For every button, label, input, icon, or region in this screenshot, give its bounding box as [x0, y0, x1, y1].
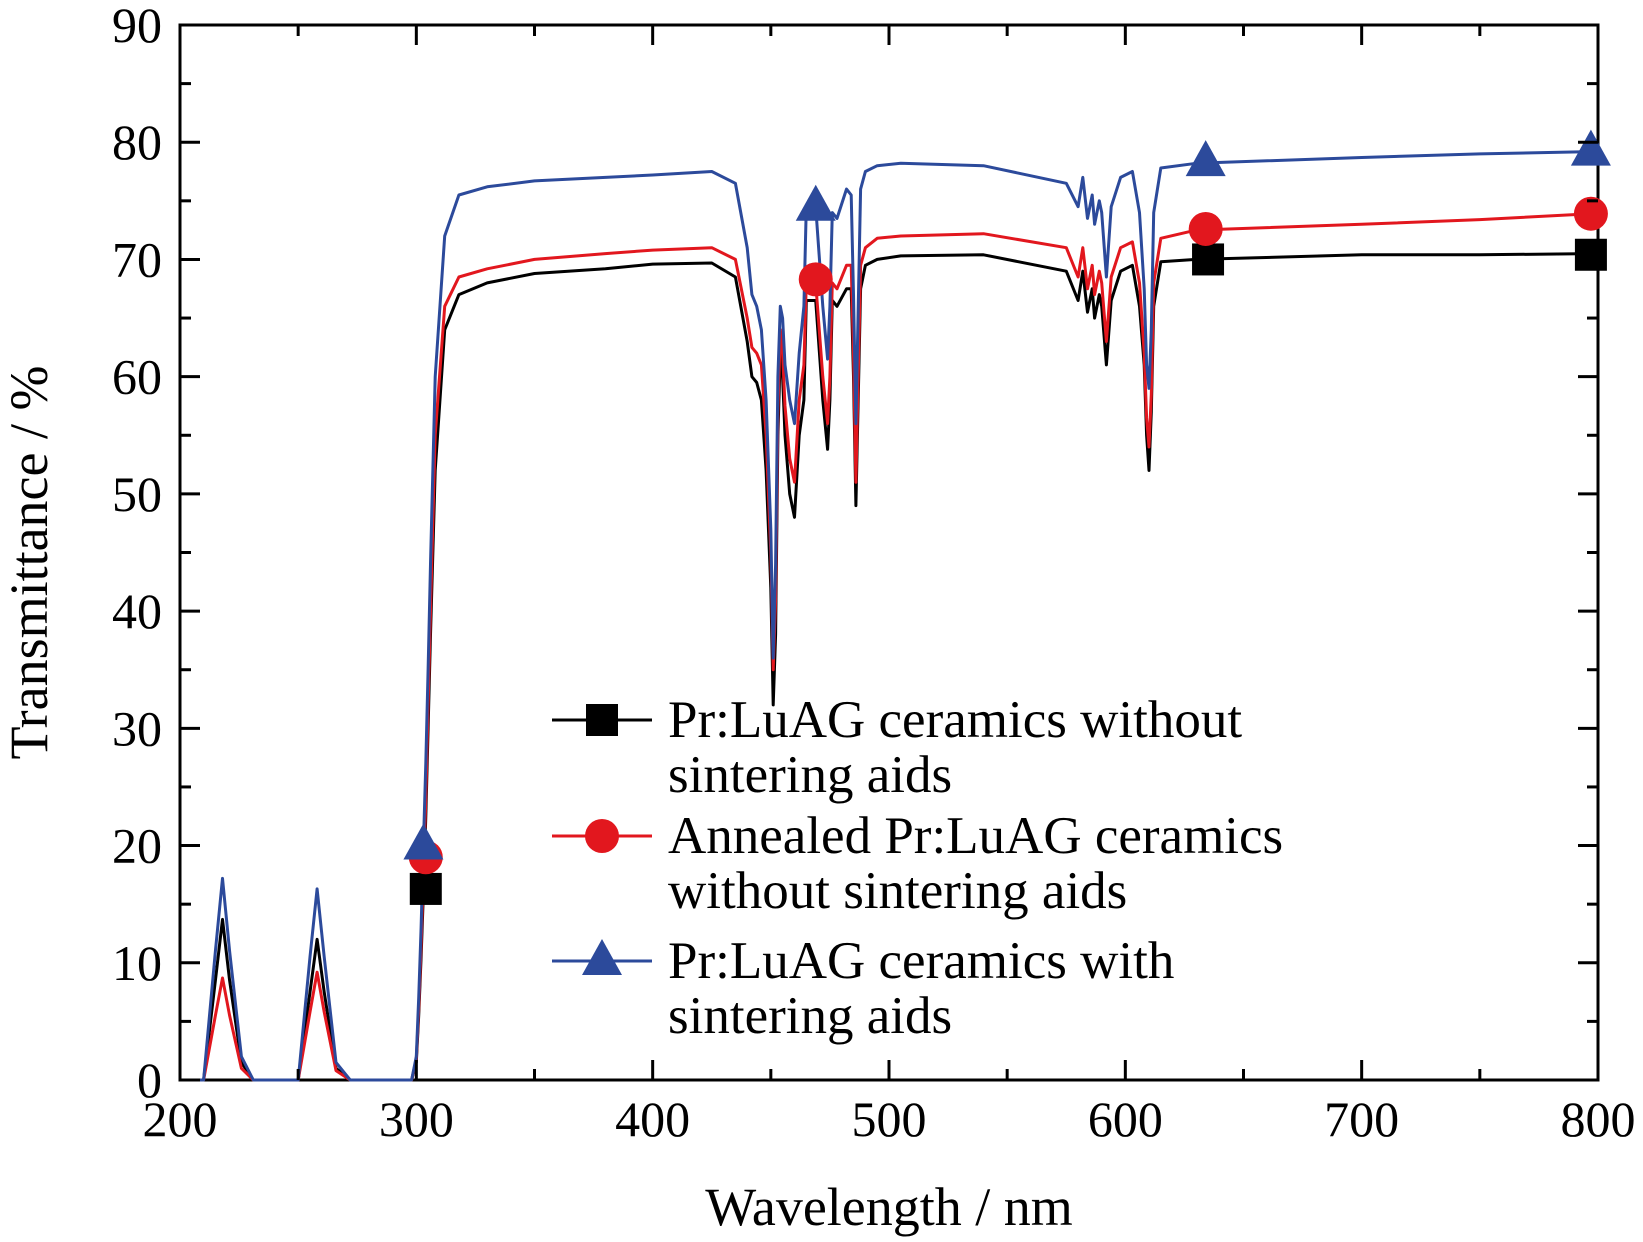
y-tick-label: 40 — [112, 583, 162, 639]
y-tick-label: 20 — [112, 818, 162, 874]
series-3-marker — [795, 184, 836, 221]
x-tick-label: 200 — [143, 1091, 218, 1147]
axes-layer: 200 300 400 500 600 700 800 0 10 20 30 40 50 60 70 80 90 — [112, 0, 1636, 1147]
x-tick-label: 800 — [1561, 1091, 1636, 1147]
x-tick-label: 600 — [1088, 1091, 1163, 1147]
y-axis-title: Transmittance / % — [0, 366, 59, 760]
plot-frame — [178, 23, 1600, 1082]
y-tick-label: 50 — [112, 466, 162, 522]
series-2-marker — [1573, 196, 1608, 231]
y-tick-label: 80 — [112, 114, 162, 170]
y-tick-label: 0 — [137, 1052, 162, 1108]
legend-label-3: sintering aids — [668, 987, 952, 1045]
series-2-marker — [798, 262, 833, 297]
y-tick-label: 90 — [112, 0, 162, 53]
series-3-marker — [403, 823, 444, 860]
legend-label-3: Pr:LuAG ceramics with — [668, 932, 1174, 990]
legend-label-1: Pr:LuAG ceramics without — [668, 691, 1242, 749]
series-1-marker — [1574, 238, 1607, 271]
legend-marker-2 — [585, 819, 619, 853]
series-layer — [180, 129, 1611, 1082]
x-axis-title: Wavelength / nm — [705, 1177, 1073, 1237]
x-tick-label: 300 — [379, 1091, 454, 1147]
series-2-marker — [1188, 211, 1223, 246]
series-line-3 — [180, 150, 1591, 1082]
x-tick-label: 700 — [1324, 1091, 1399, 1147]
series-3-marker — [1570, 129, 1611, 166]
y-tick-label: 70 — [112, 231, 162, 287]
legend-label-2: without sintering aids — [668, 862, 1127, 920]
series-1-marker — [409, 872, 442, 905]
series-1-marker — [1192, 243, 1225, 276]
legend-marker-3 — [582, 939, 622, 975]
series-3-marker — [1185, 140, 1226, 177]
x-tick-label: 400 — [615, 1091, 690, 1147]
legend-label-1: sintering aids — [668, 746, 952, 804]
plot-area — [178, 23, 1600, 1082]
legend-label-2: Annealed Pr:LuAG ceramics — [668, 807, 1283, 865]
y-tick-label: 30 — [112, 700, 162, 756]
y-tick-label: 10 — [112, 935, 162, 991]
y-tick-label: 60 — [112, 349, 162, 405]
x-tick-label: 500 — [852, 1091, 927, 1147]
legend-marker-1 — [586, 704, 618, 736]
